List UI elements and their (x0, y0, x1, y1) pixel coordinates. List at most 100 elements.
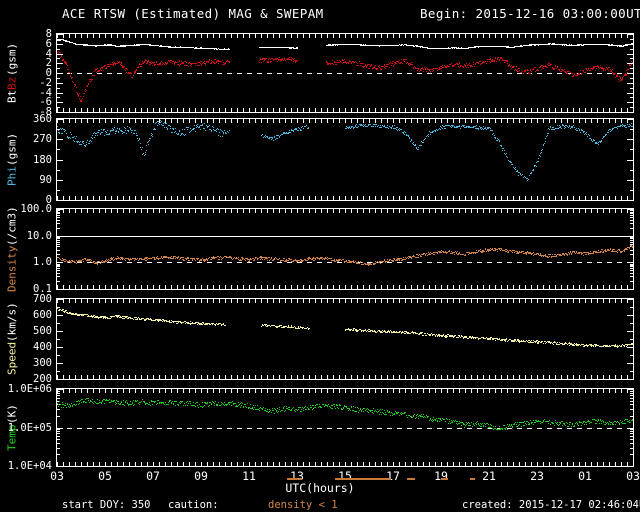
data-point (357, 65, 359, 67)
x-tick-mark (225, 34, 226, 38)
data-point (208, 126, 209, 128)
data-point (357, 62, 359, 64)
x-tick-mark (477, 108, 478, 112)
x-tick-mark (333, 285, 334, 289)
data-point (387, 63, 390, 65)
data-point (406, 62, 408, 65)
data-point (421, 46, 423, 48)
x-tick-mark (171, 299, 172, 303)
data-point (263, 47, 265, 49)
data-point (206, 61, 208, 63)
x-tick-mark (237, 196, 238, 200)
x-tick-mark (435, 209, 436, 213)
x-tick-mark (381, 196, 382, 200)
data-point (150, 138, 151, 140)
x-tick-mark (279, 34, 280, 38)
data-point (265, 46, 267, 48)
data-point (443, 47, 445, 49)
data-point (485, 63, 487, 65)
x-tick-mark (147, 285, 148, 289)
data-point (279, 59, 281, 61)
data-point (494, 46, 496, 48)
x-tick-mark (159, 285, 160, 289)
data-point (511, 252, 513, 254)
x-tick-mark (531, 196, 532, 200)
data-point (458, 66, 460, 68)
data-point (215, 48, 217, 50)
data-point (513, 67, 515, 69)
data-point (329, 62, 331, 64)
data-point (579, 44, 582, 46)
data-point (381, 126, 382, 128)
data-point (58, 39, 60, 41)
data-point (288, 58, 290, 60)
data-point (537, 69, 539, 71)
data-point (602, 138, 604, 140)
data-point (428, 69, 430, 71)
y-minor-tick (630, 264, 633, 266)
data-point (422, 46, 424, 48)
data-point (505, 59, 507, 62)
x-tick-mark (297, 119, 298, 123)
data-point (80, 100, 82, 102)
x-tick-mark (363, 285, 364, 289)
x-tick-mark (561, 108, 562, 112)
data-point (489, 58, 491, 60)
data-point (224, 63, 226, 65)
x-tick-mark (117, 196, 118, 200)
x-tick-mark (135, 285, 136, 289)
data-point (116, 62, 118, 64)
data-point (220, 135, 222, 137)
data-point (261, 135, 262, 137)
data-point (411, 257, 413, 259)
x-tick-mark (411, 209, 412, 213)
data-point (62, 132, 64, 134)
x-tick-mark (573, 375, 574, 379)
data-point (375, 68, 378, 70)
data-point (343, 59, 345, 61)
data-point (387, 260, 390, 263)
x-tick-mark (633, 119, 634, 123)
data-point (550, 43, 553, 45)
data-point (561, 127, 562, 129)
data-point (99, 129, 100, 131)
x-tick-mark (87, 209, 88, 213)
data-point (549, 63, 551, 66)
data-point (296, 47, 298, 49)
data-point (199, 47, 201, 49)
y-tick-label: 400 (33, 341, 52, 353)
data-point (94, 70, 96, 72)
x-tick-mark (633, 34, 634, 38)
data-point (407, 63, 409, 65)
data-point (505, 46, 507, 48)
x-tick-mark (105, 108, 106, 112)
x-tick-mark (309, 34, 310, 38)
data-point (216, 48, 218, 50)
data-point (627, 68, 629, 70)
data-point (499, 57, 501, 59)
data-point (616, 74, 618, 76)
data-point (100, 45, 102, 47)
x-tick-mark (57, 108, 58, 112)
data-point (351, 44, 354, 46)
data-point (207, 47, 209, 49)
x-tick-mark (69, 34, 70, 38)
data-point (423, 140, 425, 142)
data-point (154, 258, 157, 261)
y-minor-tick (630, 213, 633, 215)
y-tick-mark (57, 92, 63, 94)
data-point (154, 44, 157, 46)
x-tick-mark (231, 119, 232, 123)
x-tick-mark (291, 285, 292, 289)
x-tick-mark (465, 285, 466, 289)
data-point (286, 46, 288, 49)
x-tick-mark (429, 285, 430, 289)
data-point (184, 47, 186, 49)
data-point (536, 44, 538, 46)
data-point (412, 66, 414, 68)
data-point (281, 46, 283, 48)
data-point (156, 125, 158, 127)
x-tick-mark (171, 108, 172, 112)
data-point (399, 44, 402, 46)
data-point (398, 62, 400, 64)
